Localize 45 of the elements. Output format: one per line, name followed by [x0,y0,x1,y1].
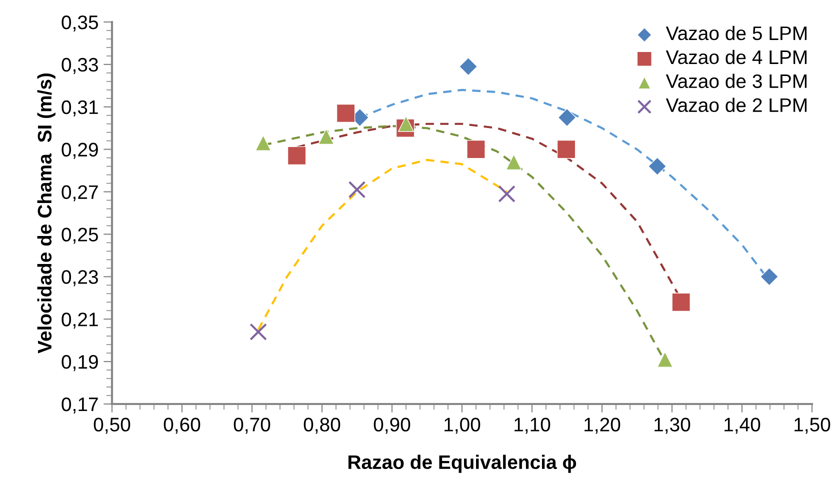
point [648,157,666,176]
legend-label: Vazao de 2 LPM [666,98,807,112]
point [556,140,576,159]
point [498,185,516,203]
point [398,116,414,132]
x-tick-label: 1,00 [444,418,480,434]
legend-label: Vazao de 4 LPM [666,50,807,64]
point [672,292,690,312]
point [506,154,522,170]
x-tick-label: 0,70 [234,418,270,434]
y-tick-label: 0,23 [62,270,98,286]
y-tick-label: 0,29 [62,142,98,159]
x-tick-label: 1,40 [724,418,760,434]
point [760,267,778,286]
y-tick-label: 0,33 [62,58,98,74]
x-tick-label: 1,20 [584,418,620,434]
point [336,104,356,123]
legend-label: Vazao de 5 LPM [666,26,807,40]
y-axis-title: Velocidade de Chama SI (m/s) [37,73,56,354]
x-axis-title: Razao de Equivalencia ϕ [348,454,576,473]
y-tick-label: 0,25 [62,228,98,244]
point [250,323,267,341]
x-tick-label: 1,50 [794,418,830,434]
x-tick-label: 0,60 [164,418,200,434]
point [255,134,272,151]
y-tick-label: 0,19 [62,355,98,372]
line-series [257,158,508,331]
point [466,140,486,159]
point [558,108,576,127]
y-tick-label: 0,21 [62,312,98,329]
y-tick-label: 0,27 [62,185,98,202]
point [348,180,366,198]
y-tick-label: 0,31 [62,100,98,116]
legend-label: Vazao de 3 LPM [666,74,807,88]
x-tick-label: 0,90 [374,418,410,434]
x-tick-label: 1,30 [654,418,690,434]
point [459,57,478,76]
x-tick-label: 0,50 [94,418,130,434]
y-tick-label: 0,17 [62,397,98,414]
y-tick-label: 0,35 [62,15,98,32]
x-tick-label: 0,80 [304,418,340,434]
point [318,128,334,145]
point [287,146,306,166]
x-tick-label: 1,10 [514,418,550,434]
point [657,351,673,368]
